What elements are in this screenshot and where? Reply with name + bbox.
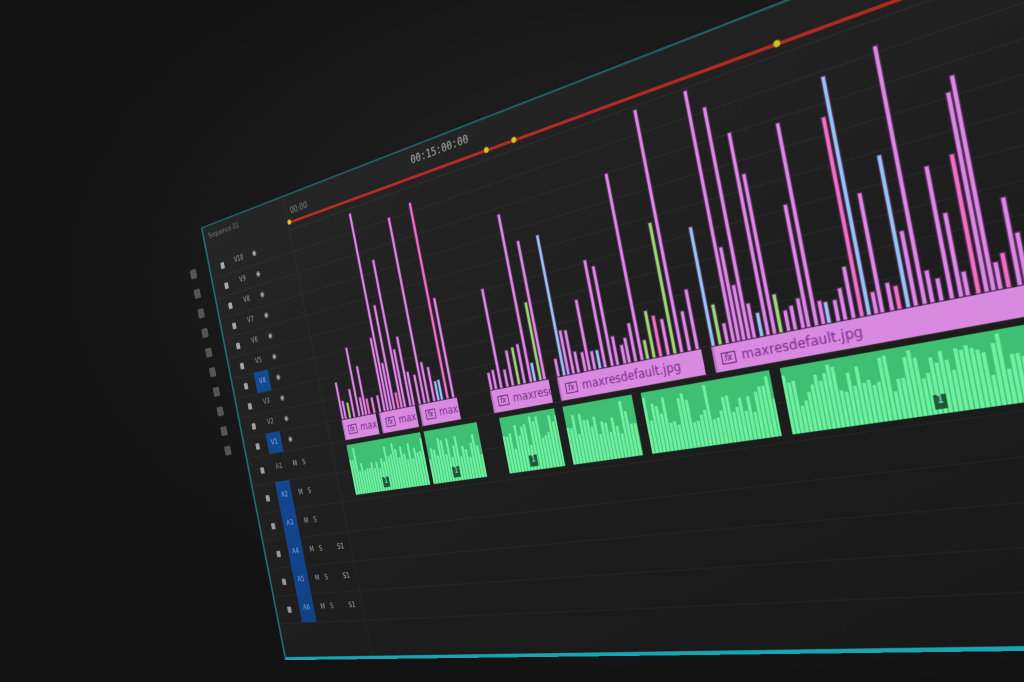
- lock-icon[interactable]: [247, 402, 253, 410]
- track-volume[interactable]: S1: [347, 601, 357, 610]
- lock-icon[interactable]: [259, 467, 265, 474]
- lock-icon[interactable]: [270, 522, 276, 530]
- eye-icon[interactable]: ◉: [267, 331, 275, 341]
- lock-icon[interactable]: [243, 382, 249, 390]
- eye-icon[interactable]: ◉: [271, 351, 279, 362]
- fx-badge-icon: fx: [424, 407, 437, 420]
- lock-icon[interactable]: [235, 342, 241, 350]
- audio-clip[interactable]: 1: [423, 422, 488, 485]
- lock-icon[interactable]: [255, 443, 261, 450]
- fx-badge-icon: fx: [564, 380, 579, 394]
- track-label[interactable]: A6: [296, 593, 317, 623]
- eye-icon[interactable]: ◉: [287, 434, 296, 444]
- ruler-start-time: 00:00: [289, 200, 309, 217]
- track-label[interactable]: A1: [275, 462, 284, 472]
- mute-solo-controls[interactable]: M S: [319, 602, 337, 612]
- lock-icon[interactable]: [224, 282, 229, 290]
- clip-name: max: [359, 418, 378, 433]
- fx-badge-icon: fx: [347, 423, 358, 434]
- track-label[interactable]: V1: [265, 430, 284, 455]
- eye-icon[interactable]: ◉: [255, 269, 263, 279]
- track-label[interactable]: A5: [291, 565, 312, 595]
- lock-icon[interactable]: [251, 422, 257, 430]
- clip-name: maxresde: [511, 382, 554, 405]
- sequence-tab[interactable]: Sequence 01: [207, 221, 240, 241]
- lock-icon[interactable]: [239, 362, 245, 370]
- lock-icon[interactable]: [265, 494, 271, 502]
- track-label[interactable]: V2: [266, 417, 275, 427]
- lock-icon[interactable]: [228, 302, 233, 310]
- track-volume[interactable]: S1: [336, 542, 345, 552]
- eye-icon[interactable]: ◉: [275, 372, 283, 383]
- mute-solo-controls[interactable]: M S: [308, 544, 325, 555]
- lock-icon[interactable]: [286, 606, 292, 613]
- audio-clip[interactable]: 1: [499, 408, 566, 474]
- fx-badge-icon: fx: [720, 349, 737, 365]
- eye-icon[interactable]: ◉: [283, 414, 291, 424]
- clip-name: max: [397, 410, 418, 426]
- eye-icon[interactable]: ◉: [263, 310, 271, 321]
- eye-icon[interactable]: ◉: [251, 248, 259, 259]
- track-label[interactable]: A2: [274, 479, 295, 511]
- mute-solo-controls[interactable]: M S: [314, 573, 331, 583]
- clip-marker: 1: [932, 393, 949, 410]
- fx-badge-icon: fx: [385, 415, 396, 427]
- audio-clip[interactable]: [562, 394, 644, 465]
- lock-icon[interactable]: [231, 322, 237, 330]
- lock-icon[interactable]: [281, 578, 287, 586]
- track-label[interactable]: A4: [285, 536, 306, 567]
- eye-icon[interactable]: ◉: [279, 393, 287, 403]
- track-volume[interactable]: S1: [342, 571, 351, 581]
- mute-solo-controls[interactable]: M S: [292, 458, 309, 469]
- clip-name: maxre: [438, 400, 461, 419]
- fx-badge-icon: fx: [497, 393, 510, 407]
- mute-solo-controls[interactable]: M S: [297, 486, 314, 498]
- track-label[interactable]: A3: [280, 508, 301, 539]
- lock-icon[interactable]: [276, 550, 282, 558]
- lock-icon[interactable]: [220, 261, 225, 270]
- eye-icon[interactable]: ◉: [259, 289, 267, 300]
- mute-solo-controls[interactable]: M S: [303, 515, 320, 526]
